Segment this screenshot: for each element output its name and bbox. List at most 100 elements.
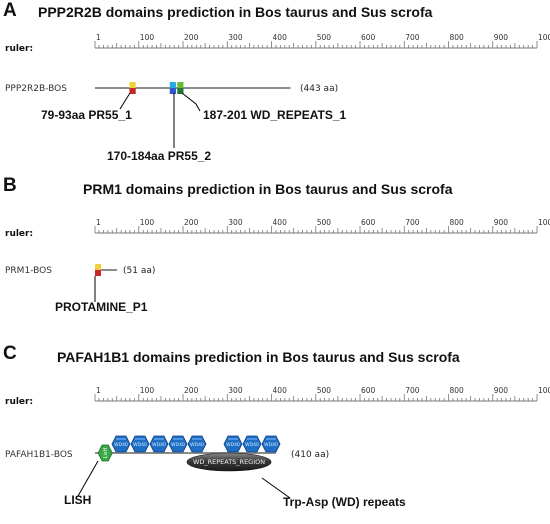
panel-letter-b: B [3,175,17,196]
ruler-label-a: ruler: [5,44,34,54]
wd40-glyph-label: WD40 [152,442,166,448]
wd40-hexagon-shape [168,435,188,453]
wd40-repeats: WD40 WD40 WD40 WD40 WD40 WD40 WD40 WD40 [111,435,281,453]
panel-title-a: PPP2R2B domains prediction in Bos taurus… [38,4,433,20]
wd40-glyph-label: WD40 [264,442,278,448]
ruler-tick-label: 300 [228,33,243,42]
wd40-repeat-hexagon: WD40 [261,435,281,453]
region-oval-label: WD_REPEATS_REGION [193,458,265,466]
ruler-tick-label: 600 [361,218,376,227]
ruler-tick-label: 100 [140,218,155,227]
protein-track-b [95,264,118,276]
ruler-tick-label: 200 [184,218,199,227]
protein-track-c: LisH WD40 WD40 WD40 WD40 WD40 WD40 WD40 WD40 WD_R… [95,435,281,472]
wd40-glyph-label: WD40 [133,442,147,448]
domain-pr55-1 [129,82,136,94]
wd40-hexagon-shape [130,435,150,453]
ruler-tick-label: 1000 [538,33,550,42]
callout-wd-repeats-1 [181,92,201,112]
domain-bottom [129,88,136,94]
ruler-tick-label: 700 [405,218,420,227]
domain-lish: LisH [97,444,113,462]
wd40-glyph-label: WD40 [226,442,240,448]
ruler-tick-label: 500 [317,386,332,395]
annotation-wd-repeats-1: 187-201 WD_REPEATS_1 [203,108,347,122]
ruler-tick-label: 100 [140,33,155,42]
protein-label-c: PAFAH1B1-BOS [5,450,73,460]
ruler-tick-label: 500 [317,33,332,42]
ruler-tick-label: 300 [228,218,243,227]
protein-track-a [95,82,291,94]
panel-letter-c: C [3,343,17,364]
ruler-tick-label: 400 [273,218,288,227]
wd40-glyph-label: WD40 [190,442,204,448]
protein-label-b: PRM1-BOS [5,266,52,276]
panel-title-c: PAFAH1B1 domains prediction in Bos tauru… [57,349,460,365]
domain-top [95,264,101,270]
ruler-tick-label: 700 [405,386,420,395]
ruler-tick-label: 1000 [538,386,550,395]
annotation-pr55-1: 79-93aa PR55_1 [41,108,132,122]
wd40-hexagon-shape [187,435,207,453]
ruler-tick-label: 600 [361,33,376,42]
ruler-tick-label: 900 [494,218,509,227]
ruler-tick-label: 1 [96,386,101,395]
callout-wd-repeats [261,477,291,499]
wd40-glyph-label: WD40 [171,442,185,448]
callout-lish [77,460,99,497]
lish-hexagon [97,444,113,462]
ruler-tick-label: 800 [450,33,465,42]
wd40-glyph-label: WD40 [245,442,259,448]
protein-label-a: PPP2R2B-BOS [5,84,67,94]
domain-wd-repeats-1 [177,82,184,94]
wd40-repeat-hexagon: WD40 [223,435,243,453]
domain-protamine-p1 [95,264,101,276]
lish-glyph-label: LisH [103,447,109,458]
ruler-tick-label: 600 [361,386,376,395]
wd40-hexagon-shape [111,435,131,453]
wd40-repeat-hexagon: WD40 [130,435,150,453]
wd40-hexagon-shape [261,435,281,453]
ruler-tick-label: 800 [450,218,465,227]
domain-top [177,82,184,88]
ruler-tick-label: 200 [184,386,199,395]
domain-pr55-2 [169,82,176,94]
wd40-glyph-label: WD40 [114,442,128,448]
ruler-label-c: ruler: [5,397,34,407]
ruler-c: 1 100 200 300 400 500 600 700 800 900 1000 [94,386,550,402]
ruler-tick-label: 700 [405,33,420,42]
wd40-hexagon-shape [223,435,243,453]
length-label-b: (51 aa) [123,266,156,276]
annotation-protamine-p1: PROTAMINE_P1 [55,300,148,314]
panel-letter-a: A [3,0,17,21]
domain-bottom [95,270,101,276]
domain-bottom [177,88,184,94]
domain-wd-repeats-region: WD_REPEATS_REGION [186,452,272,472]
callout-pr55-1 [119,92,131,110]
wd40-repeat-hexagon: WD40 [242,435,262,453]
ruler-b: 1 100 200 300 400 500 600 700 800 900 1000 [94,218,550,234]
ruler-tick-label: 1 [96,218,101,227]
wd40-hexagon-shape [242,435,262,453]
wd40-repeat-hexagon: WD40 [149,435,169,453]
ruler-tick-label: 900 [494,33,509,42]
annotation-wd-repeats: Trp-Asp (WD) repeats [283,495,406,509]
ruler-tick-label: 200 [184,33,199,42]
region-oval [186,452,272,472]
ruler-tick-label: 400 [273,386,288,395]
annotation-pr55-2: 170-184aa PR55_2 [107,149,212,163]
ruler-label-b: ruler: [5,229,34,239]
ruler-a: 1 100 200 300 400 500 600 700 800 900 1000 [94,33,550,49]
wd40-hexagon-shape [149,435,169,453]
ruler-tick-label: 400 [273,33,288,42]
ruler-tick-label: 1 [96,33,101,42]
ruler-tick-label: 300 [228,386,243,395]
length-label-c: (410 aa) [291,450,330,460]
panel-title-b: PRM1 domains prediction in Bos taurus an… [83,181,453,197]
ruler-tick-label: 100 [140,386,155,395]
wd40-repeat-hexagon: WD40 [187,435,207,453]
wd40-repeat-hexagon: WD40 [111,435,131,453]
ruler-tick-label: 1000 [538,218,550,227]
ruler-tick-label: 900 [494,386,509,395]
